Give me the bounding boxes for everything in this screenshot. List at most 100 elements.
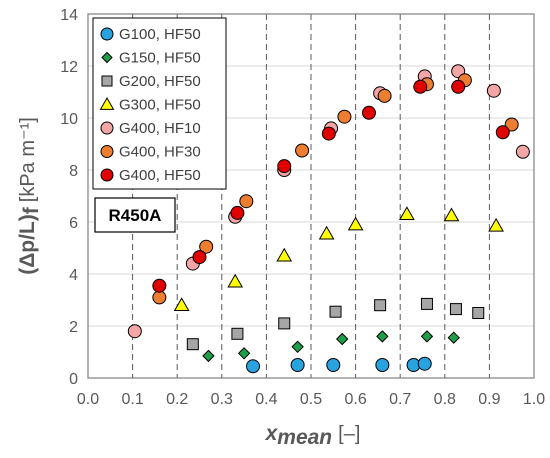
data-point	[447, 331, 460, 344]
data-point	[276, 247, 293, 262]
y-tick-label: 8	[69, 163, 78, 180]
data-point	[376, 330, 389, 343]
data-point	[239, 194, 254, 209]
data-point	[399, 206, 415, 220]
y-axis-variable: (Δp/L)	[16, 214, 39, 275]
y-tick-label: 4	[69, 267, 78, 284]
data-point	[326, 358, 341, 372]
legend-item: G400, HF30	[100, 144, 201, 161]
data-point	[375, 358, 390, 372]
data-point	[377, 88, 392, 103]
legend-label: G200, HF50	[119, 73, 201, 90]
series-g300-hf50	[173, 206, 504, 311]
y-tick-label: 6	[69, 215, 78, 232]
x-tick-label: 0.3	[211, 391, 233, 408]
data-point	[246, 359, 261, 374]
data-point	[488, 217, 504, 232]
legend-item: G400, HF50	[100, 167, 201, 184]
y-axis-tick-labels: 0 2 4 6 8 10 12 14	[60, 7, 78, 388]
y-tick-label: 10	[60, 111, 78, 128]
plot-area-border	[87, 13, 535, 379]
annotation-box: R450A	[94, 197, 176, 233]
legend-item: G300, HF50	[99, 96, 201, 114]
y-tick-label: 2	[69, 319, 78, 336]
legend-marker	[99, 96, 115, 110]
legend-item: G200, HF50	[101, 73, 201, 90]
legend-box	[92, 17, 227, 190]
x-tick-label: 0.0	[77, 391, 99, 408]
x-tick-label: 0.9	[478, 391, 500, 408]
data-point	[202, 349, 215, 363]
data-point	[291, 340, 304, 354]
data-point	[290, 358, 305, 372]
legend-item: G100, HF50	[100, 26, 201, 43]
data-point	[495, 125, 510, 140]
legend: G100, HF50 G150, HF50 G200, HF50 G300, HF50…	[92, 17, 227, 190]
y-axis-title: (Δp/L)f [kPa m⁻¹]	[16, 117, 43, 275]
data-point	[337, 109, 352, 124]
data-point	[504, 117, 519, 132]
data-point	[199, 239, 214, 254]
data-point	[321, 126, 336, 141]
data-point	[451, 79, 466, 94]
legend-marker	[100, 145, 114, 158]
legend-label: G100, HF50	[119, 26, 201, 43]
data-point	[152, 278, 167, 293]
data-point	[413, 79, 428, 94]
data-point	[361, 105, 376, 120]
data-point	[295, 143, 310, 158]
data-point	[347, 216, 364, 231]
data-point	[472, 307, 485, 319]
data-point	[336, 332, 349, 346]
data-point	[417, 356, 432, 371]
data-point	[443, 207, 460, 222]
legend-item: G400, HF10	[100, 120, 201, 137]
data-point	[449, 303, 462, 316]
annotation-frame	[94, 197, 176, 233]
x-tick-label: 0.5	[300, 391, 322, 408]
data-point	[318, 225, 335, 240]
data-point	[420, 297, 433, 310]
legend-item: G150, HF50	[101, 50, 201, 67]
data-point	[486, 83, 501, 98]
x-tick-label: 0.6	[344, 391, 366, 408]
data-point	[277, 159, 292, 174]
data-point	[329, 305, 342, 318]
x-tick-label: 1.0	[523, 391, 545, 408]
legend-label: G150, HF50	[119, 50, 201, 67]
legend-marker	[100, 27, 114, 41]
y-tick-label: 14	[60, 7, 78, 24]
x-axis-title: xmean [–]	[265, 422, 361, 449]
x-tick-label: 0.2	[166, 391, 188, 408]
data-point	[374, 299, 387, 312]
data-point	[192, 250, 207, 265]
data-point	[420, 330, 434, 343]
legend-label: G400, HF30	[119, 144, 201, 161]
series-g150-hf50	[202, 330, 460, 363]
data-point	[152, 290, 167, 305]
legend-marker	[100, 121, 114, 135]
data-point	[227, 273, 244, 288]
x-axis-tick-labels: 0.0 0.1 0.2 0.3 0.4 0.5 0.6 0.7 0.8 0.9 1.0	[77, 391, 545, 408]
data-point	[127, 324, 142, 339]
x-tick-label: 0.1	[121, 391, 143, 408]
data-point	[237, 347, 251, 360]
legend-label: G400, HF50	[119, 167, 201, 184]
y-axis-unit: [kPa m⁻¹]	[17, 117, 39, 202]
x-axis-subscript: mean	[277, 426, 332, 449]
legend-marker	[101, 75, 113, 87]
series-g400-hf50	[152, 79, 510, 293]
data-point	[278, 317, 291, 330]
y-tick-label: 0	[69, 371, 78, 388]
data-points	[127, 64, 530, 374]
legend-marker	[100, 168, 114, 182]
series-g100-hf50	[246, 356, 432, 374]
x-axis-variable: x	[265, 422, 279, 445]
x-axis-unit: [–]	[338, 423, 360, 445]
data-point	[173, 297, 190, 311]
x-tick-label: 0.8	[434, 391, 456, 408]
data-point	[515, 144, 530, 159]
data-point	[186, 338, 199, 351]
